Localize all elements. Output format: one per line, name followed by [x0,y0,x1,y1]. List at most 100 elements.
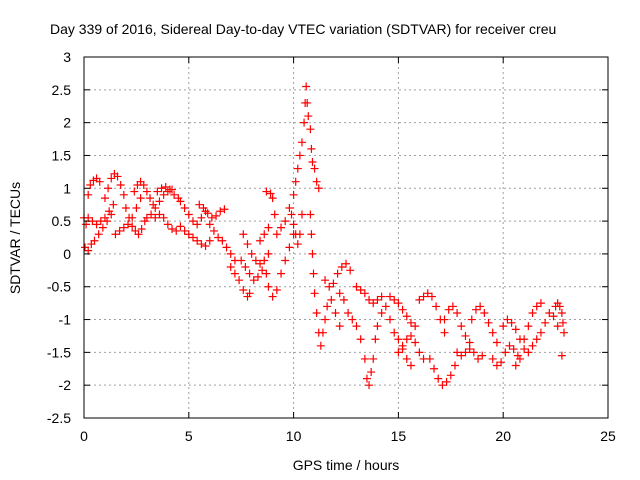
data-point [184,230,193,239]
data-point [253,272,262,281]
data-point [201,242,210,251]
data-point [352,282,361,291]
data-point [549,312,558,321]
data-point [446,371,455,380]
data-point [524,322,533,331]
data-point [239,230,248,239]
data-point [237,256,246,265]
data-point [329,279,338,288]
data-point [339,295,348,304]
data-point [461,331,470,340]
data-point [321,315,330,324]
data-point [226,263,235,272]
data-point [505,341,514,350]
y-tick-label: 2 [63,115,71,131]
data-point [303,98,312,107]
data-point [157,184,166,193]
data-point [199,203,208,212]
y-tick-label: 2.5 [52,82,72,98]
data-point [188,233,197,242]
data-point [137,224,146,233]
data-point [394,348,403,357]
data-point [536,328,545,337]
data-point [94,230,103,239]
data-point [492,361,501,370]
data-point [371,335,380,344]
data-point [84,213,93,222]
data-point [84,246,93,255]
data-point [532,302,541,311]
data-point [365,381,374,390]
data-point [293,240,302,249]
data-point [277,223,286,232]
data-point [116,180,125,189]
data-point [216,207,225,216]
data-point [476,302,485,311]
data-point [346,266,355,275]
data-point [440,315,449,324]
data-point [511,325,520,334]
data-point [256,259,265,268]
data-point [119,190,128,199]
data-point [147,210,156,219]
data-point [541,318,550,327]
y-tick-label: 0.5 [52,213,72,229]
data-point [205,220,214,229]
data-point [444,305,453,314]
data-point [272,286,281,295]
data-point [365,295,374,304]
data-point [480,308,489,317]
data-point [557,351,566,360]
data-point [115,226,124,235]
data-point [559,328,568,337]
data-point [411,322,420,331]
data-point [151,203,160,212]
data-point [499,322,508,331]
data-point [107,174,116,183]
data-point [411,338,420,347]
y-axis-label: SDTVAR / TECUs [7,182,23,294]
data-point [310,164,319,173]
data-point [310,289,319,298]
data-point [308,158,317,167]
data-point [406,318,415,327]
y-tick-label: -0.5 [47,279,71,295]
data-point [218,236,227,245]
data-point [497,358,506,367]
data-point [335,322,344,331]
data-point [139,180,148,189]
data-point [430,364,439,373]
data-point [312,308,321,317]
data-point [457,351,466,360]
data-point [377,308,386,317]
data-point [281,217,290,226]
data-point [442,377,451,386]
data-point [309,269,318,278]
data-point [268,292,277,301]
y-tick-labels: -2.5 -2 -1.5 -1 -0.5 0 0.5 1 1.5 2 2.5 3 [47,49,71,426]
data-point [293,164,302,173]
data-point [484,318,493,327]
data-point [264,282,273,291]
data-point [172,226,181,235]
data-point [331,308,340,317]
data-point [492,338,501,347]
data-point [308,249,317,258]
data-point [369,354,378,363]
data-point [386,315,395,324]
data-point [344,308,353,317]
data-point [469,348,478,357]
data-point [312,177,321,186]
data-point [241,263,250,272]
data-point [193,236,202,245]
data-point [113,172,122,181]
data-point [474,354,483,363]
data-point [86,180,95,189]
data-point [402,335,411,344]
data-point [415,348,424,357]
data-point [488,328,497,337]
data-point [258,266,267,275]
data-point [335,289,344,298]
data-point [471,305,480,314]
data-point [450,361,459,370]
